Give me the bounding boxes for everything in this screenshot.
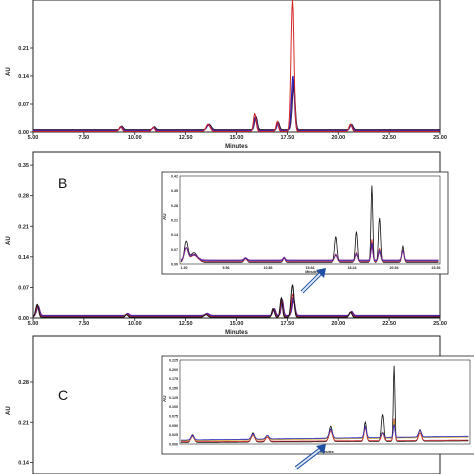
zoom-arrow <box>300 268 326 294</box>
inset-y-tick-label: 0.075 <box>169 415 178 419</box>
series-trace <box>32 299 440 316</box>
x-tick-label: 10.00 <box>128 321 142 327</box>
series-trace <box>32 292 440 318</box>
inset-y-tick-label: 0.100 <box>169 405 178 409</box>
x-tick-label: 17.50 <box>280 321 294 327</box>
arrow-head <box>316 444 326 454</box>
panel-1: 0.00 0.07 0.14 0.21 AU 5.00 7.50 10.00 12.50 15.0… <box>6 0 447 150</box>
inset-frame <box>179 175 441 265</box>
inset-chart: 0.000 0.025 0.050 0.075 0.100 0.125 0.150 0.175… <box>161 355 474 455</box>
inset-x-axis-label: Minutes <box>320 450 334 454</box>
series-trace <box>32 284 440 318</box>
inset-x-tick-label: 20.54 <box>390 266 399 270</box>
inset-series-trace <box>180 243 439 262</box>
x-tick-label: 22.50 <box>382 321 396 327</box>
x-tick-label: 7.50 <box>79 321 90 327</box>
x-tick-label: 17.50 <box>280 135 294 141</box>
y-tick-label: 0.14 <box>18 461 30 467</box>
panel-letter: C <box>58 387 68 403</box>
arrow-head <box>316 268 326 278</box>
inset-x-tick-label: 1.30 <box>181 266 188 270</box>
inset-y-tick-label: 0.150 <box>169 387 178 391</box>
inset-frame-outer <box>161 171 449 275</box>
x-tick-label: 12.50 <box>179 321 193 327</box>
inset-y-tick-label: 0.00 <box>171 263 178 267</box>
inset-y-tick-label: 0.21 <box>171 219 178 223</box>
y-tick-label: 0.28 <box>18 194 29 200</box>
series-trace <box>33 84 440 131</box>
inset-x-tick-label: 10.86 <box>264 266 273 270</box>
inset-x-tick-label: 15.66 <box>306 266 315 270</box>
y-tick-label: 0.21 <box>18 224 29 230</box>
y-tick-label: 0.35 <box>18 163 29 169</box>
inset-frame <box>179 359 471 445</box>
x-tick-label: 12.50 <box>179 135 193 141</box>
inset-x-tick-label: 23.36 <box>432 266 441 270</box>
inset-x-axis-label: Minutes <box>305 270 319 274</box>
inset-y-axis-label: AU <box>162 214 167 221</box>
inset-y-tick-label: 0.000 <box>169 443 178 447</box>
inset-y-tick-label: 0.35 <box>171 189 178 193</box>
x-tick-label: 10.00 <box>128 135 142 141</box>
inset-y-tick-label: 0.225 <box>169 359 178 363</box>
inset-x-tick-label: 18.24 <box>348 266 357 270</box>
y-tick-label: 0.14 <box>18 255 30 261</box>
y-axis-label: AU <box>6 67 12 76</box>
y-tick-label: 0.21 <box>18 420 29 426</box>
x-tick-label: 25.00 <box>433 135 447 141</box>
inset-series-trace <box>180 245 439 261</box>
x-tick-label: 25.00 <box>433 321 447 327</box>
inset-series-trace <box>180 239 439 263</box>
zoom-arrow <box>294 444 326 470</box>
x-tick-label: 7.50 <box>79 135 90 141</box>
inset-y-tick-label: 0.200 <box>169 368 178 372</box>
series-trace <box>33 0 440 132</box>
inset-y-tick-label: 0.125 <box>169 396 178 400</box>
inset-series-trace <box>181 424 469 441</box>
inset-y-tick-label: 0.175 <box>169 377 178 381</box>
panel-2: 0.00 0.07 0.14 0.21 0.28 0.35 AU 5.00 7.50 10.00 1… <box>6 151 449 336</box>
inset-y-tick-label: 0.28 <box>171 204 178 208</box>
inset-y-tick-label: 0.14 <box>171 233 178 237</box>
inset-y-tick-label: 0.07 <box>171 248 178 252</box>
inset-chart: 0.00 0.07 0.14 0.21 0.28 0.35 0.42 AU 1.30 5.56 10… <box>161 171 449 275</box>
arrow-shaft-highlight <box>295 447 323 469</box>
x-tick-label: 15.00 <box>230 321 244 327</box>
x-axis-label: Minutes <box>225 144 248 150</box>
arrow-shaft-highlight <box>301 271 323 293</box>
y-tick-label: 0.07 <box>18 285 29 291</box>
panel-3: 0.14 0.21 0.28 AU C 0.000 0.025 0.050 0.075 0.100… <box>6 335 474 474</box>
series-trace <box>33 80 440 131</box>
y-tick-label: 0.28 <box>18 380 29 386</box>
panel-letter: B <box>58 175 67 191</box>
inset-y-axis-label: AU <box>162 396 167 403</box>
inset-y-tick-label: 0.050 <box>169 424 178 428</box>
plot-frame <box>32 0 441 133</box>
x-tick-label: 22.50 <box>382 135 396 141</box>
y-axis-label: AU <box>6 406 12 415</box>
y-axis-label: AU <box>6 236 12 245</box>
x-axis-label: Minutes <box>225 330 248 336</box>
x-tick-label: 15.00 <box>230 135 244 141</box>
x-tick-label: 20.00 <box>331 135 345 141</box>
series-trace <box>32 297 440 317</box>
inset-series-trace <box>180 185 439 263</box>
inset-x-tick-label: 5.56 <box>223 266 230 270</box>
x-tick-label: 5.00 <box>28 321 39 327</box>
y-tick-label: 0.00 <box>18 316 29 322</box>
y-tick-label: 0.14 <box>18 74 30 80</box>
series-trace <box>33 75 440 132</box>
y-tick-label: 0.00 <box>18 130 29 136</box>
x-tick-label: 5.00 <box>28 135 39 141</box>
x-tick-label: 20.00 <box>331 321 345 327</box>
inset-y-tick-label: 0.42 <box>171 175 178 179</box>
y-tick-label: 0.21 <box>18 46 29 52</box>
y-tick-label: 0.07 <box>18 102 29 108</box>
inset-series-trace <box>181 418 469 443</box>
inset-y-tick-label: 0.025 <box>169 433 178 437</box>
